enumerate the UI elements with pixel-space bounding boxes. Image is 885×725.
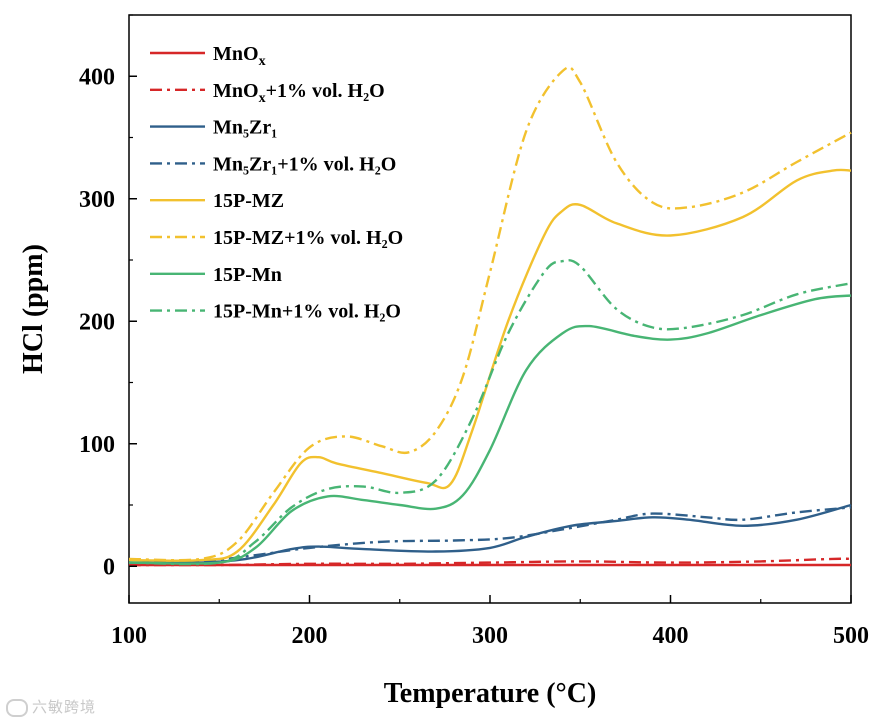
series-line-7 (128, 259, 852, 566)
x-tick-label-200: 200 (292, 623, 328, 649)
legend-label-4: 15P-MZ (213, 190, 284, 212)
series-line-1 (128, 557, 852, 567)
series-line-5 (128, 66, 852, 562)
legend-label-2: Mn₅Zr₁ (213, 117, 277, 139)
x-tick-label-400: 400 (653, 623, 689, 649)
x-tick-label-100: 100 (111, 623, 147, 649)
series-line-2 (128, 503, 852, 565)
legend-label-1: MnOx+1% vol. H₂O (213, 80, 385, 106)
legend: MnOx MnOx+1% vol. H₂O Mn₅Zr₁ Mn₅Zr₁+1% vol.… (150, 43, 403, 323)
legend-label-6: 15P-Mn (213, 264, 282, 286)
y-tick-label-100: 100 (79, 432, 115, 458)
y-axis-title: HCl (ppm) (18, 244, 49, 374)
x-tick-label-500: 500 (833, 623, 869, 649)
series-line-4 (128, 168, 852, 562)
y-tick-label-400: 400 (79, 64, 115, 90)
watermark-logo-icon (6, 698, 28, 717)
legend-label-5: 15P-MZ+1% vol. H₂O (213, 227, 403, 249)
legend-label-3: Mn₅Zr₁+1% vol. H₂O (213, 153, 396, 175)
watermark: 六敏跨境 (6, 696, 96, 717)
series-line-6 (128, 294, 852, 565)
x-axis-title: Temperature (°C) (384, 678, 597, 709)
y-tick-label-300: 300 (79, 187, 115, 213)
series-layer (128, 66, 852, 567)
axis-layer: 100 200 300 400 500 0 100 200 300 400 (79, 14, 869, 649)
legend-label-7: 15P-Mn+1% vol. H₂O (213, 301, 401, 323)
series-line-3 (128, 506, 852, 564)
x-tick-label-300: 300 (472, 623, 508, 649)
y-tick-label-200: 200 (79, 309, 115, 335)
legend-label-0: MnOx (213, 43, 266, 69)
y-tick-label-0: 0 (103, 554, 115, 580)
